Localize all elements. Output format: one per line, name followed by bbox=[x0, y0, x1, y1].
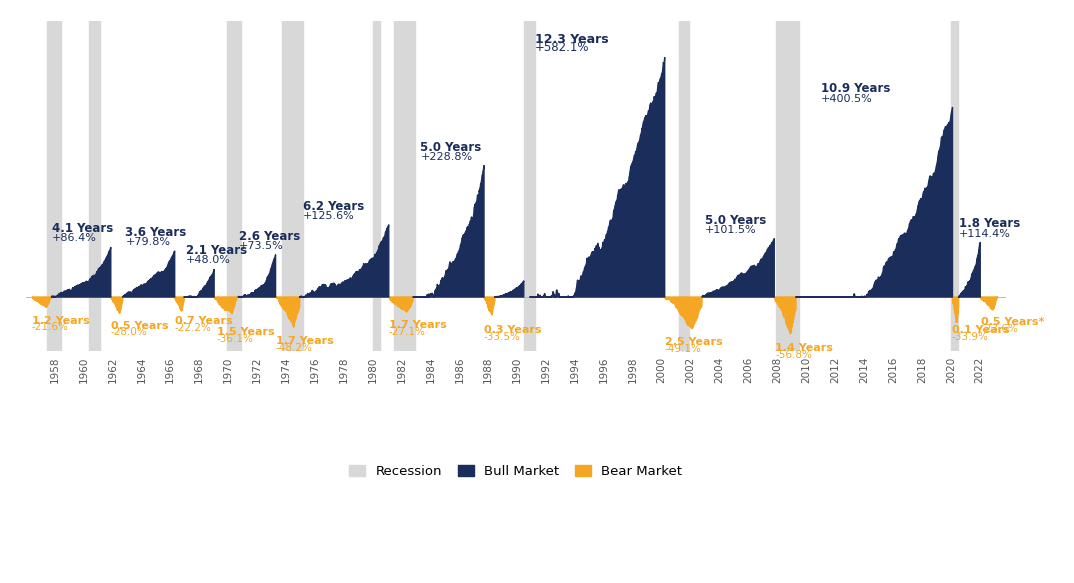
Text: -49.1%: -49.1% bbox=[665, 344, 701, 354]
Bar bbox=[394, 21, 415, 351]
Text: -21.6%: -21.6% bbox=[32, 322, 69, 332]
Text: 3.6 Years: 3.6 Years bbox=[126, 226, 187, 239]
Text: -48.2%: -48.2% bbox=[276, 343, 313, 353]
Text: 0.5 Years*: 0.5 Years* bbox=[982, 317, 1045, 327]
Text: 1.7 Years: 1.7 Years bbox=[276, 336, 334, 346]
Text: -36.1%: -36.1% bbox=[217, 333, 253, 344]
Text: 4.1 Years: 4.1 Years bbox=[52, 222, 113, 236]
Bar bbox=[373, 21, 380, 351]
Text: +101.5%: +101.5% bbox=[706, 225, 757, 235]
Text: +73.5%: +73.5% bbox=[238, 241, 284, 251]
Text: 1.5 Years: 1.5 Years bbox=[217, 327, 274, 337]
Text: +79.8%: +79.8% bbox=[126, 237, 171, 247]
Text: -33.9%: -33.9% bbox=[952, 332, 989, 342]
Text: 0.1 Years: 0.1 Years bbox=[952, 325, 1010, 335]
Text: 12.3 Years: 12.3 Years bbox=[535, 33, 608, 45]
Text: +48.0%: +48.0% bbox=[186, 255, 231, 265]
Text: -23.6%: -23.6% bbox=[982, 324, 1018, 334]
Text: -33.5%: -33.5% bbox=[484, 332, 521, 342]
Bar bbox=[47, 21, 61, 351]
Bar bbox=[524, 21, 535, 351]
Text: -56.8%: -56.8% bbox=[775, 350, 812, 360]
Bar bbox=[227, 21, 242, 351]
Text: 0.5 Years: 0.5 Years bbox=[111, 321, 169, 331]
Text: 5.0 Years: 5.0 Years bbox=[706, 214, 767, 227]
Text: 1.7 Years: 1.7 Years bbox=[389, 320, 447, 330]
Text: 6.2 Years: 6.2 Years bbox=[303, 200, 364, 213]
Text: +228.8%: +228.8% bbox=[420, 152, 473, 161]
Legend: Recession, Bull Market, Bear Market: Recession, Bull Market, Bear Market bbox=[344, 459, 687, 483]
Text: 5.0 Years: 5.0 Years bbox=[420, 141, 481, 153]
Text: 0.7 Years: 0.7 Years bbox=[175, 316, 232, 326]
Text: +114.4%: +114.4% bbox=[959, 229, 1011, 238]
Text: 1.2 Years: 1.2 Years bbox=[32, 315, 89, 325]
Bar bbox=[89, 21, 101, 351]
Text: 1.4 Years: 1.4 Years bbox=[775, 343, 833, 353]
Bar bbox=[950, 21, 958, 351]
Text: +400.5%: +400.5% bbox=[821, 93, 872, 104]
Bar bbox=[679, 21, 690, 351]
Text: 0.3 Years: 0.3 Years bbox=[484, 325, 541, 335]
Text: 2.5 Years: 2.5 Years bbox=[665, 337, 722, 347]
Text: +582.1%: +582.1% bbox=[535, 41, 589, 54]
Bar bbox=[777, 21, 799, 351]
Text: -22.2%: -22.2% bbox=[175, 323, 212, 333]
Text: +125.6%: +125.6% bbox=[303, 211, 355, 221]
Text: -27.1%: -27.1% bbox=[389, 326, 425, 337]
Bar bbox=[282, 21, 303, 351]
Text: -28.0%: -28.0% bbox=[111, 328, 147, 338]
Text: 1.8 Years: 1.8 Years bbox=[959, 217, 1020, 230]
Text: 2.6 Years: 2.6 Years bbox=[238, 230, 301, 243]
Text: 2.1 Years: 2.1 Years bbox=[186, 244, 247, 258]
Text: 10.9 Years: 10.9 Years bbox=[821, 82, 890, 96]
Text: +86.4%: +86.4% bbox=[52, 233, 97, 244]
